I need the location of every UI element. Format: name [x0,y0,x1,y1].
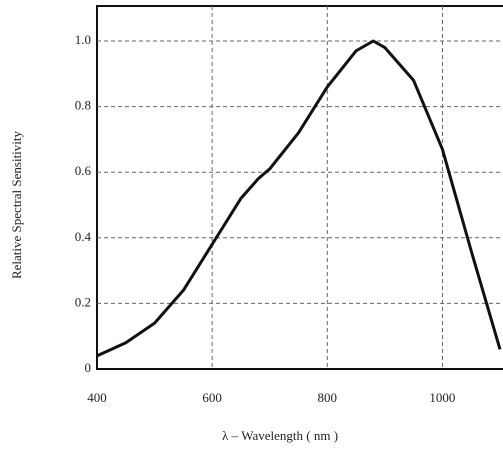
x-tick-label: 1000 [429,390,455,405]
x-tick-label: 400 [87,390,107,405]
y-tick-label: 0.4 [75,229,92,244]
y-axis-label: Relative Spectral Sensitivity [9,130,24,279]
page: λ – Wavelength ( nm ) Relative Spectral … [0,0,503,451]
y-tick-label: 0.2 [75,294,91,309]
y-tick-label: 0.6 [75,163,92,178]
x-tick-label: 600 [202,390,222,405]
y-tick-label: 1.0 [75,32,91,47]
x-axis-label: λ – Wavelength ( nm ) [222,428,338,443]
chart: λ – Wavelength ( nm ) Relative Spectral … [0,0,503,451]
x-tick-label: 800 [318,390,338,405]
y-tick-label: 0.8 [75,98,91,113]
line-series [97,41,500,356]
y-tick-label: 0 [85,360,92,375]
